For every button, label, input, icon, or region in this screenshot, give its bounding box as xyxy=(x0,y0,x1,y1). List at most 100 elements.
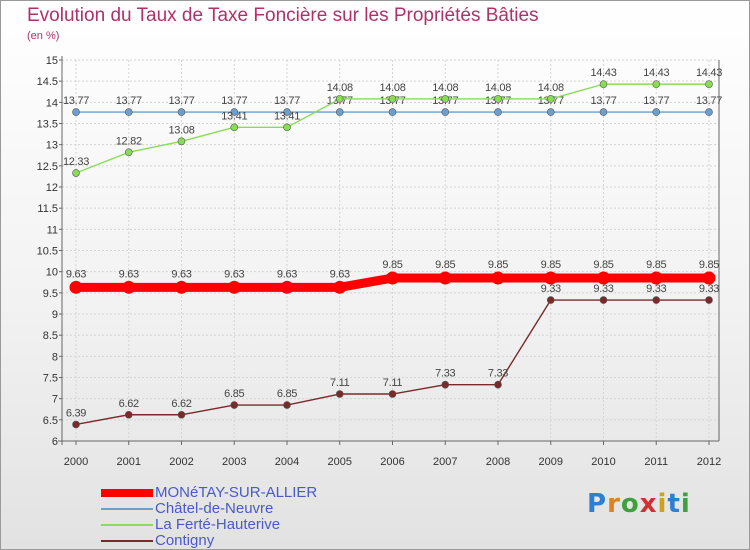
data-label: 14.43 xyxy=(643,67,669,79)
data-label: 9.63 xyxy=(330,268,350,280)
data-point xyxy=(124,410,133,419)
data-point xyxy=(177,410,186,419)
data-point xyxy=(652,80,661,88)
data-label: 7.11 xyxy=(383,377,403,389)
data-label: 14.08 xyxy=(432,82,458,94)
data-label: 13.77 xyxy=(696,95,722,107)
data-point xyxy=(546,296,555,304)
series-2: 12.33 12.82 13.08 13.41 13.41 14.08 14.08 14.08… xyxy=(63,67,722,177)
data-point xyxy=(335,390,344,398)
data-label: 12.82 xyxy=(116,135,142,147)
y-tick-label: 13 xyxy=(46,140,58,152)
data-point xyxy=(546,108,555,116)
data-label: 13.41 xyxy=(221,110,247,122)
data-point xyxy=(702,271,716,285)
x-tick-label: 2006 xyxy=(380,456,404,468)
data-point xyxy=(333,280,347,294)
y-tick-label: 14.5 xyxy=(37,76,58,88)
data-point xyxy=(652,108,661,116)
x-tick-label: 2001 xyxy=(117,456,141,468)
data-label: 6.62 xyxy=(171,398,191,410)
data-label: 6.39 xyxy=(66,407,86,419)
x-tick-label: 2004 xyxy=(275,456,299,468)
grid xyxy=(62,59,719,442)
data-label: 13.77 xyxy=(168,95,194,107)
data-label: 9.85 xyxy=(488,259,508,271)
logo-letter: r xyxy=(607,489,621,519)
logo-letter: t xyxy=(667,489,681,519)
data-point xyxy=(441,95,450,103)
data-label: 9.63 xyxy=(224,268,244,280)
data-label: 13.77 xyxy=(221,95,247,107)
data-label: 14.43 xyxy=(696,67,722,79)
x-tick-label: 2003 xyxy=(222,456,246,468)
data-label: 6.85 xyxy=(277,388,297,400)
y-tick-label: 8 xyxy=(52,351,58,363)
data-point xyxy=(175,280,188,294)
data-label: 9.85 xyxy=(435,259,455,271)
data-point xyxy=(283,123,291,132)
data-label: 6.62 xyxy=(119,398,139,410)
y-tick-label: 14 xyxy=(46,97,58,109)
data-point xyxy=(388,108,397,116)
legend-label: La Ferté-Hauterive xyxy=(155,516,281,533)
data-point xyxy=(283,401,291,409)
data-point xyxy=(230,108,239,116)
data-point xyxy=(494,380,502,389)
data-label: 14.08 xyxy=(379,82,405,94)
data-point xyxy=(597,271,610,285)
y-axis-unit: (en %) xyxy=(27,30,60,42)
data-point xyxy=(705,80,713,88)
data-point xyxy=(599,108,608,116)
legend-swatch xyxy=(101,540,153,542)
legend-label: Contigny xyxy=(155,532,215,549)
data-point xyxy=(705,108,713,116)
data-label: 9.33 xyxy=(646,283,666,295)
x-tick-label: 2002 xyxy=(169,456,193,468)
data-point xyxy=(230,123,239,132)
y-tick-label: 10.5 xyxy=(37,246,58,258)
data-point xyxy=(69,280,83,294)
data-point xyxy=(494,95,502,103)
data-point xyxy=(441,380,450,389)
data-label: 9.85 xyxy=(646,259,666,271)
data-point xyxy=(491,271,505,285)
x-tick-label: 2009 xyxy=(539,456,563,468)
data-label: 9.33 xyxy=(541,283,561,295)
chart-title: Evolution du Taux de Taxe Foncière sur l… xyxy=(27,5,539,26)
data-point xyxy=(177,108,186,116)
data-label: 9.85 xyxy=(699,259,719,271)
y-tick-label: 9 xyxy=(52,309,58,321)
data-point xyxy=(599,296,608,304)
data-point xyxy=(122,280,136,294)
data-label: 14.43 xyxy=(590,67,616,79)
proxiti-logo: Proxiti xyxy=(587,489,691,519)
data-label: 14.08 xyxy=(538,82,564,94)
legend-label: Châtel-de-Neuvre xyxy=(155,500,274,517)
data-label: 9.63 xyxy=(119,268,139,280)
y-tick-label: 12.5 xyxy=(37,161,58,173)
data-label: 9.63 xyxy=(171,268,191,280)
y-tick-label: 7 xyxy=(52,394,58,406)
logo-letter: i xyxy=(680,489,691,519)
axes: 6 6.5 7 7.5 8 8.5 9 9.5 10 10.5 11 11.5 12 12.5 13 13.5… xyxy=(37,55,722,468)
data-point xyxy=(72,108,80,116)
x-tick-label: 2005 xyxy=(328,456,352,468)
data-point xyxy=(230,401,239,409)
data-label: 14.08 xyxy=(485,82,511,94)
data-point xyxy=(652,296,661,304)
data-point xyxy=(283,108,291,116)
data-point xyxy=(124,148,133,157)
y-tick-label: 12 xyxy=(46,182,58,194)
data-point xyxy=(227,280,241,294)
data-point xyxy=(280,280,294,294)
data-label: 13.77 xyxy=(590,95,616,107)
x-tick-label: 2011 xyxy=(644,456,668,468)
data-point xyxy=(72,169,80,177)
data-point xyxy=(335,108,344,116)
y-tick-label: 11.5 xyxy=(37,203,58,215)
series-0: 9.63 9.63 9.63 9.63 9.63 9.63 9.85 9.85 9.85 9.85… xyxy=(66,259,720,294)
data-point xyxy=(335,95,344,103)
legend-label: MONéTAY-SUR-ALLIER xyxy=(155,484,318,501)
data-label: 12.33 xyxy=(63,156,89,168)
